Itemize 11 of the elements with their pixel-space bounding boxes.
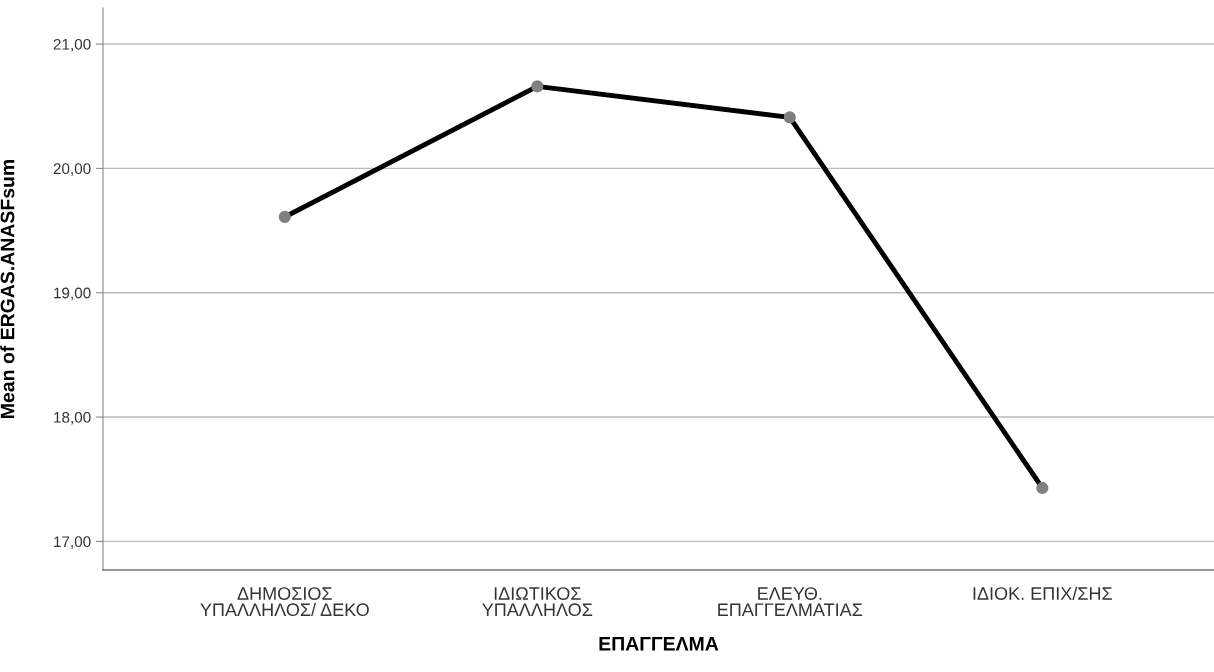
y-tick-label: 20,00 (53, 163, 91, 176)
y-tick-label: 19,00 (54, 287, 91, 301)
x-tick-label: ΕΛΕΥΘ. ΕΠΑΓΓΕΛΜΑΤΙΑΣ (718, 587, 863, 616)
x-axis-title: ΕΠΑΓΓΕΛΜΑ (599, 637, 719, 651)
x-tick-label: ΔΗΜΟΣΙΟΣ ΥΠΑΛΛΗΛΟΣ/ ΔΕΚΟ (200, 587, 369, 617)
y-tick-label: 18,00 (54, 411, 91, 425)
x-tick-label: ΙΔΙΟΚ. ΕΠΙΧ/ΣΗΣ (973, 586, 1112, 600)
y-axis-title: Mean of ERGAS.ANASFsum (0, 160, 15, 418)
x-tick-label: ΙΔΙΩΤΙΚΟΣ ΥΠΑΛΛΗΛΟΣ (482, 587, 593, 617)
y-tick-label: 21,00 (53, 38, 91, 52)
y-tick-label: 17,00 (54, 536, 91, 549)
